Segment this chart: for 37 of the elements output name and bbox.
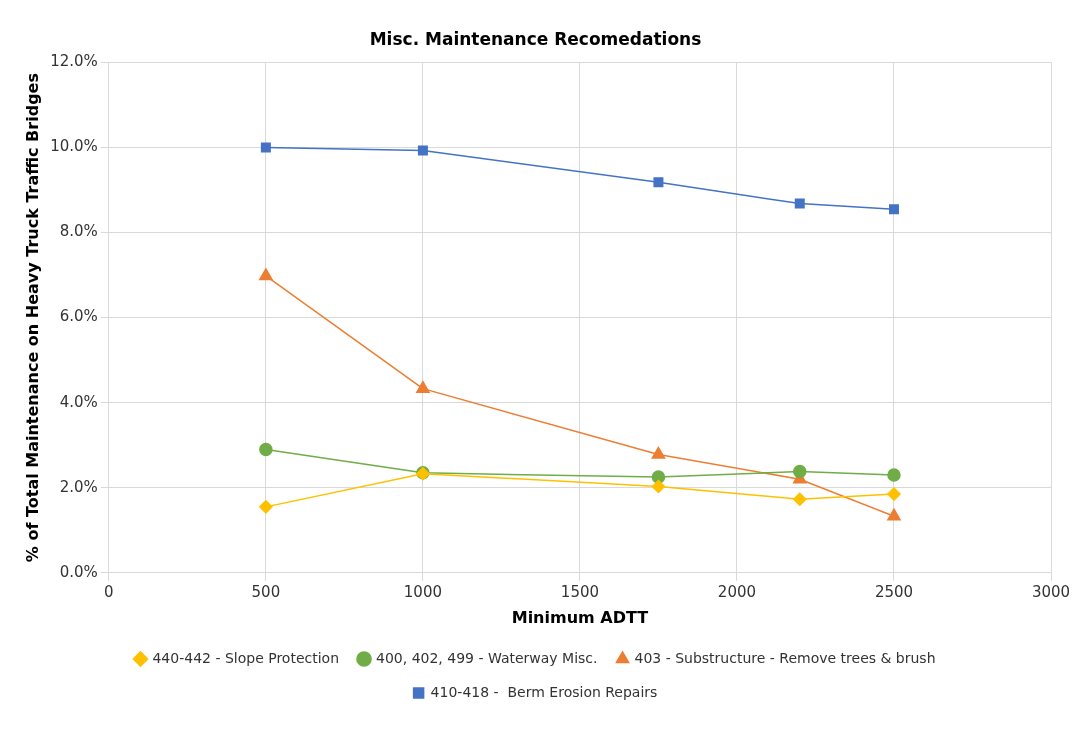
y-tick-label: 12.0%: [50, 52, 98, 71]
point: [651, 479, 666, 494]
x-tick-label: 3000: [1031, 582, 1071, 601]
point: [888, 204, 899, 215]
x-tick-label: 2500: [874, 582, 914, 601]
y-tick-label: 8.0%: [59, 222, 98, 241]
y-tick-label: 10.0%: [50, 137, 98, 156]
y-tick-label: 4.0%: [59, 392, 98, 411]
x-tick-label: 500: [251, 582, 281, 601]
x-tick-label: 1000: [403, 582, 442, 601]
point: [417, 145, 428, 156]
point: [259, 442, 273, 457]
y-tick-label: 2.0%: [59, 477, 98, 496]
point: [651, 446, 666, 459]
point: [887, 508, 901, 521]
legend-label: 410-418 - Berm Erosion Repairs: [430, 683, 658, 700]
y-tick-label: 0.0%: [59, 562, 98, 581]
x-axis-title: Minimum ADTT: [511, 607, 649, 627]
x-tick-label: 0: [104, 582, 114, 601]
legend-label: 400, 402, 499 - Waterway Misc.: [376, 649, 598, 666]
point: [259, 500, 273, 514]
y-tick-label: 6.0%: [59, 307, 98, 326]
point: [793, 464, 807, 479]
x-tick-label: 2000: [717, 582, 757, 601]
point: [260, 142, 271, 153]
point: [653, 177, 664, 188]
point: [793, 492, 807, 506]
chart-title: Misc. Maintenance Recomedations: [369, 28, 702, 49]
point: [887, 487, 901, 501]
point: [259, 268, 273, 281]
point: [887, 468, 901, 482]
x-tick-label: 1500: [560, 582, 600, 601]
point: [794, 198, 805, 209]
point: [416, 380, 430, 393]
y-axis-title: % of Total Maintenance on Heavy Truck Traffic Bridges: [22, 73, 42, 563]
legend-label: 403 - Substructure - Remove trees & brush: [634, 649, 936, 666]
legend-label: 440-442 - Slope Protection: [152, 649, 340, 666]
